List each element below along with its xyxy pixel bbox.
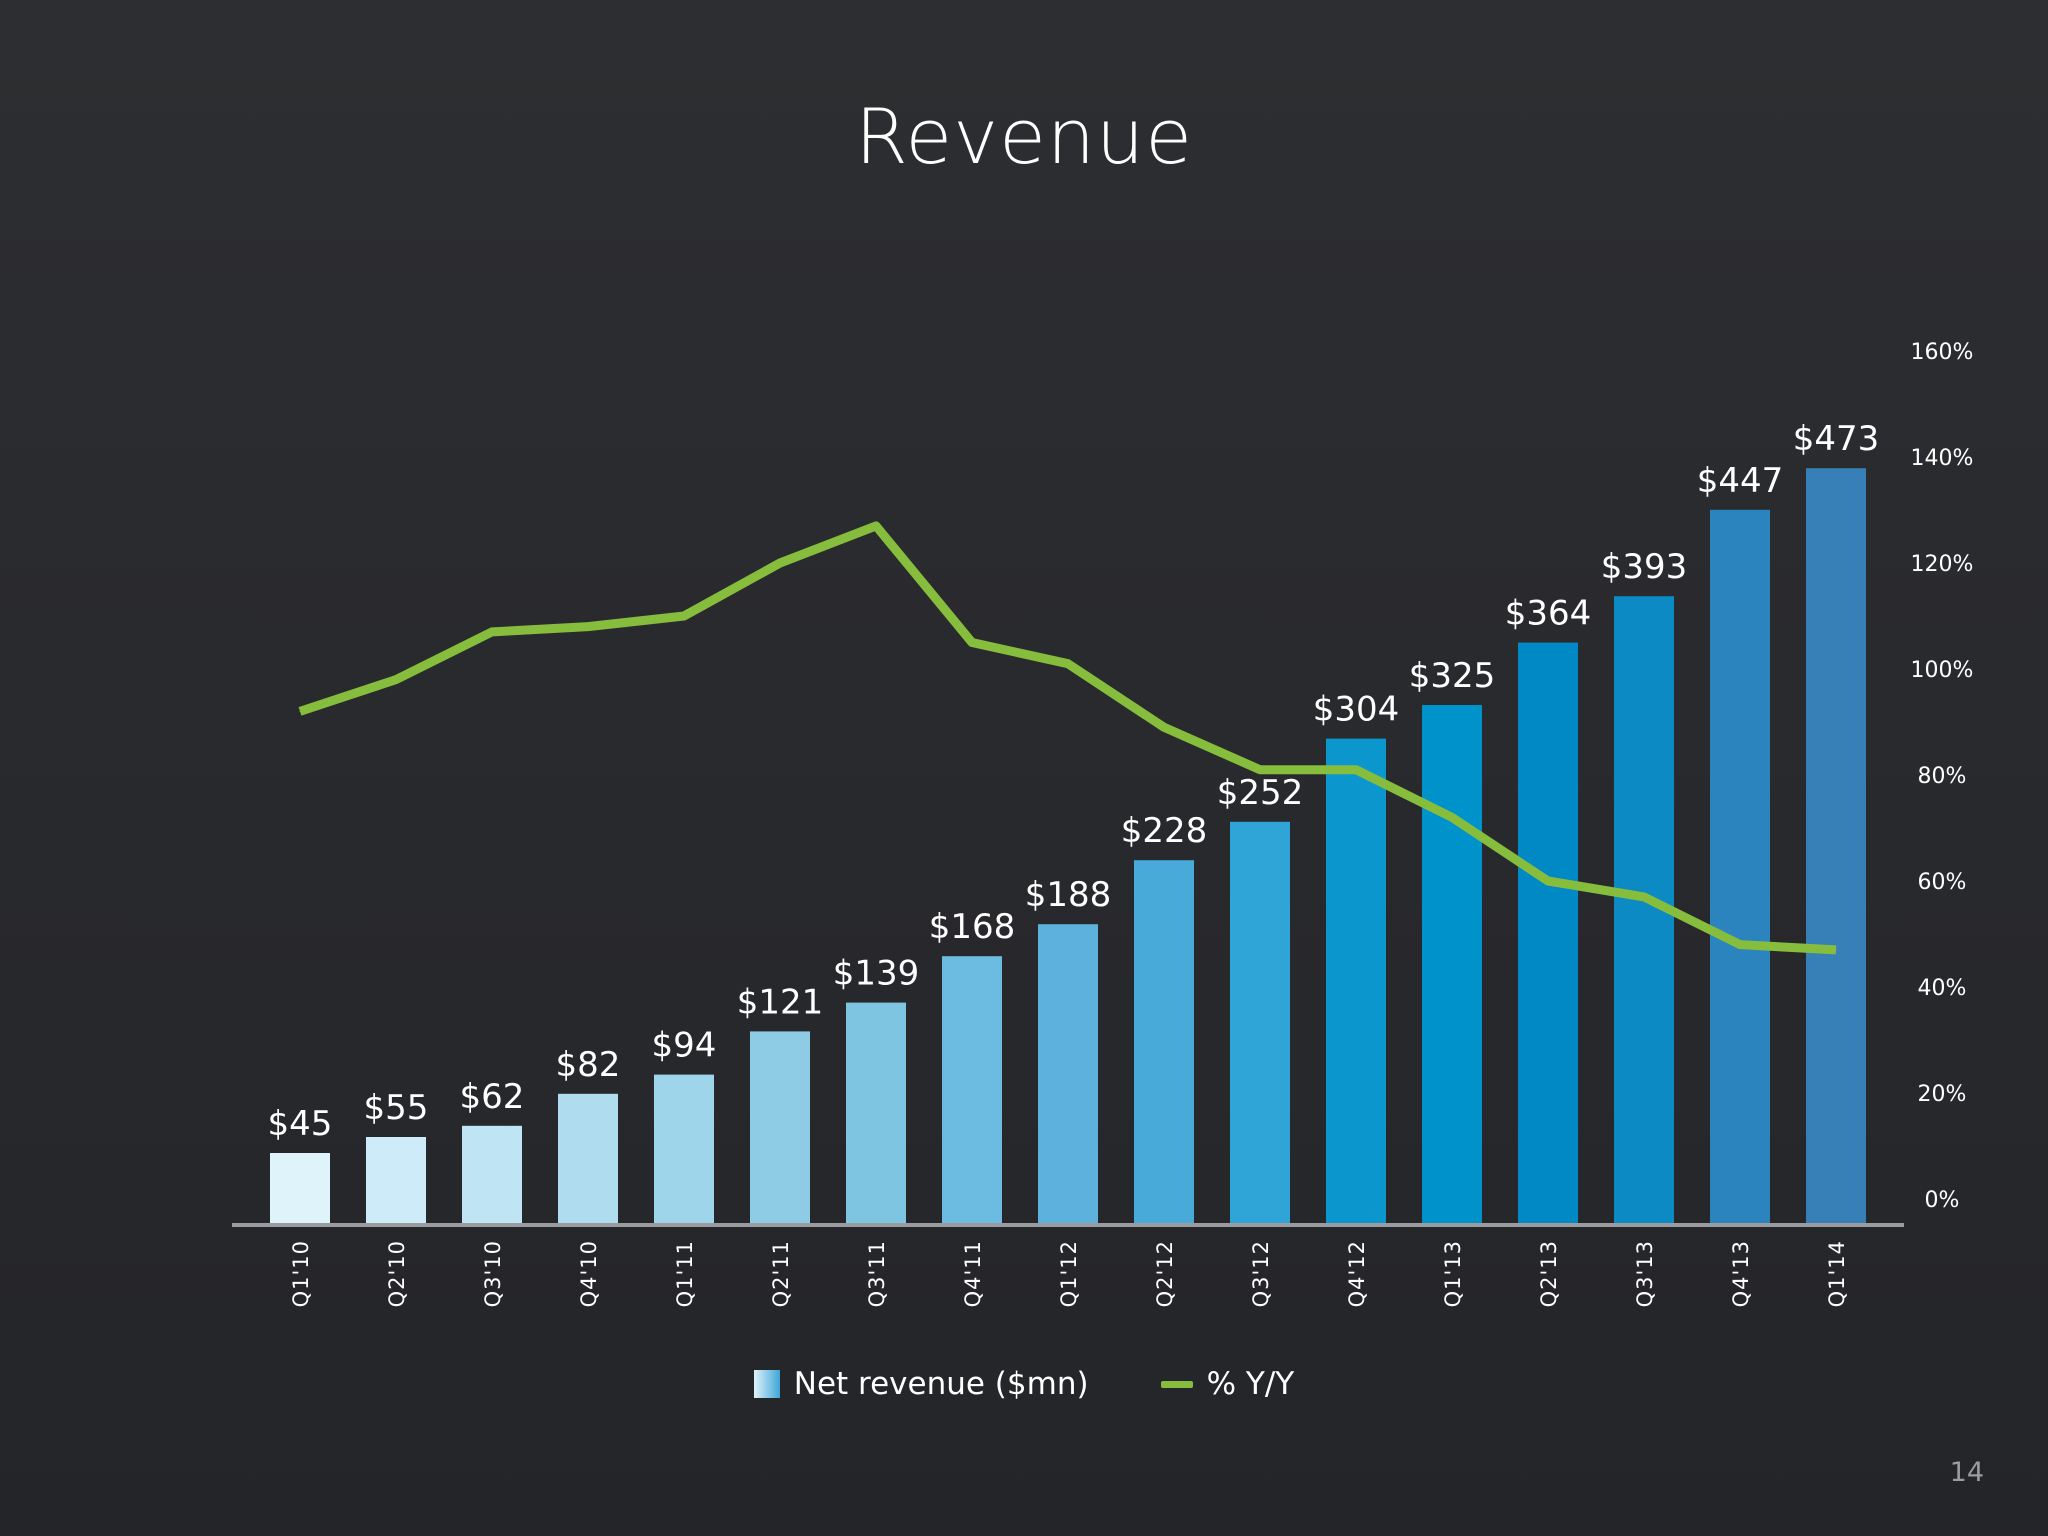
category-label: Q3'12 [1249,1240,1273,1307]
bar [654,1074,714,1225]
yoy-point [1739,944,1741,946]
category-label: Q2'13 [1537,1240,1561,1307]
bar [1326,738,1386,1225]
bar-swatch-icon [753,1370,780,1398]
bar [750,1031,810,1225]
bar [1134,860,1194,1225]
bar [270,1153,330,1225]
yoy-point [683,615,685,617]
bar [846,1002,906,1225]
bar [1038,924,1098,1225]
bar [462,1125,522,1225]
legend-item-revenue: Net revenue ($mn) [753,1366,1089,1402]
right-axis-tick-label: 80% [1918,764,1967,789]
category-label: Q1'11 [673,1240,697,1307]
bar-value-label: $45 [268,1104,333,1144]
category-label: Q2'11 [769,1240,793,1307]
yoy-point [1547,880,1549,882]
bar-value-label: $62 [460,1077,525,1117]
bar-value-label: $82 [556,1045,621,1085]
bar-value-label: $393 [1601,547,1688,587]
bar-value-label: $139 [833,954,920,994]
legend-label-yoy: % Y/Y [1206,1366,1295,1402]
yoy-point [299,710,301,712]
line-swatch-icon [1160,1380,1193,1388]
bar [1710,509,1770,1225]
yoy-point [1835,949,1837,951]
category-label: Q1'12 [1057,1240,1081,1307]
yoy-point [395,679,397,681]
bar-labels-layer: $45 $55 $62 $82 $94 $121$139$168$188$228$252 $… [268,419,1880,1144]
right-axis-tick-label: 100% [1911,658,1974,683]
bar-value-label: $252 [1217,773,1304,813]
legend-item-yoy: % Y/Y [1160,1366,1295,1402]
bar-value-label: $325 [1409,656,1496,696]
bar [1806,468,1866,1225]
right-axis-tick-label: 60% [1918,870,1967,895]
right-axis-tick-label: 40% [1918,976,1967,1001]
bar [942,956,1002,1225]
bar-value-label: $447 [1697,461,1784,501]
yoy-point [875,525,877,527]
yoy-point [491,631,493,633]
yoy-point [1259,769,1261,771]
category-label: Q3'13 [1633,1240,1657,1307]
bar-value-label: $364 [1505,594,1592,634]
bar [1230,821,1290,1225]
yoy-point [1163,726,1165,728]
bar-value-label: $121 [737,982,824,1022]
category-label: Q4'13 [1729,1240,1753,1307]
bar-value-label: $473 [1793,419,1880,459]
category-label: Q4'12 [1345,1240,1369,1307]
category-label: Q2'12 [1153,1240,1177,1307]
bar-value-label: $188 [1025,875,1112,915]
right-axis-tick-label: 140% [1911,446,1974,471]
legend-label-revenue: Net revenue ($mn) [793,1366,1089,1402]
bar-value-label: $228 [1121,811,1208,851]
yoy-point [971,642,973,643]
bar-value-label: $94 [652,1026,717,1066]
right-axis-ticks: 0% 20% 40% 60% 80% 100% 120% 140% 160% [1911,340,1974,1213]
yoy-point [1355,769,1357,771]
yoy-point [1451,816,1453,818]
category-label: Q3'10 [481,1240,505,1307]
category-label: Q2'10 [385,1240,409,1307]
right-axis-tick-label: 0% [1925,1188,1960,1213]
yoy-point [779,562,781,564]
category-labels-layer: Q1'10 Q2'10 Q3'10 Q4'10 Q1'11 Q2'11 Q3'11 Q4'11… [289,1240,1849,1307]
right-axis-tick-label: 160% [1911,340,1974,365]
page-number: 14 [1949,1457,1984,1488]
category-label: Q1'14 [1825,1240,1849,1307]
bars-layer [270,468,1866,1225]
category-label: Q4'11 [961,1240,985,1307]
yoy-point [587,626,589,628]
chart-title: Revenue [855,92,1193,181]
bar [558,1093,618,1225]
yoy-point [1643,896,1645,898]
legend: Net revenue ($mn) % Y/Y [0,1366,2048,1402]
right-axis-tick-label: 120% [1911,552,1974,577]
category-label: Q3'11 [865,1240,889,1307]
bar-value-label: $304 [1313,690,1400,730]
bar [1422,705,1482,1225]
bar [366,1137,426,1225]
category-label: Q4'10 [577,1240,601,1307]
bar-value-label: $168 [929,907,1016,947]
category-label: Q1'13 [1441,1240,1465,1307]
category-label: Q1'10 [289,1240,313,1307]
yoy-point [1067,663,1069,665]
bar-value-label: $55 [364,1088,429,1128]
line-layer [298,521,1837,955]
bar [1518,642,1578,1225]
right-axis-tick-label: 20% [1918,1082,1967,1107]
